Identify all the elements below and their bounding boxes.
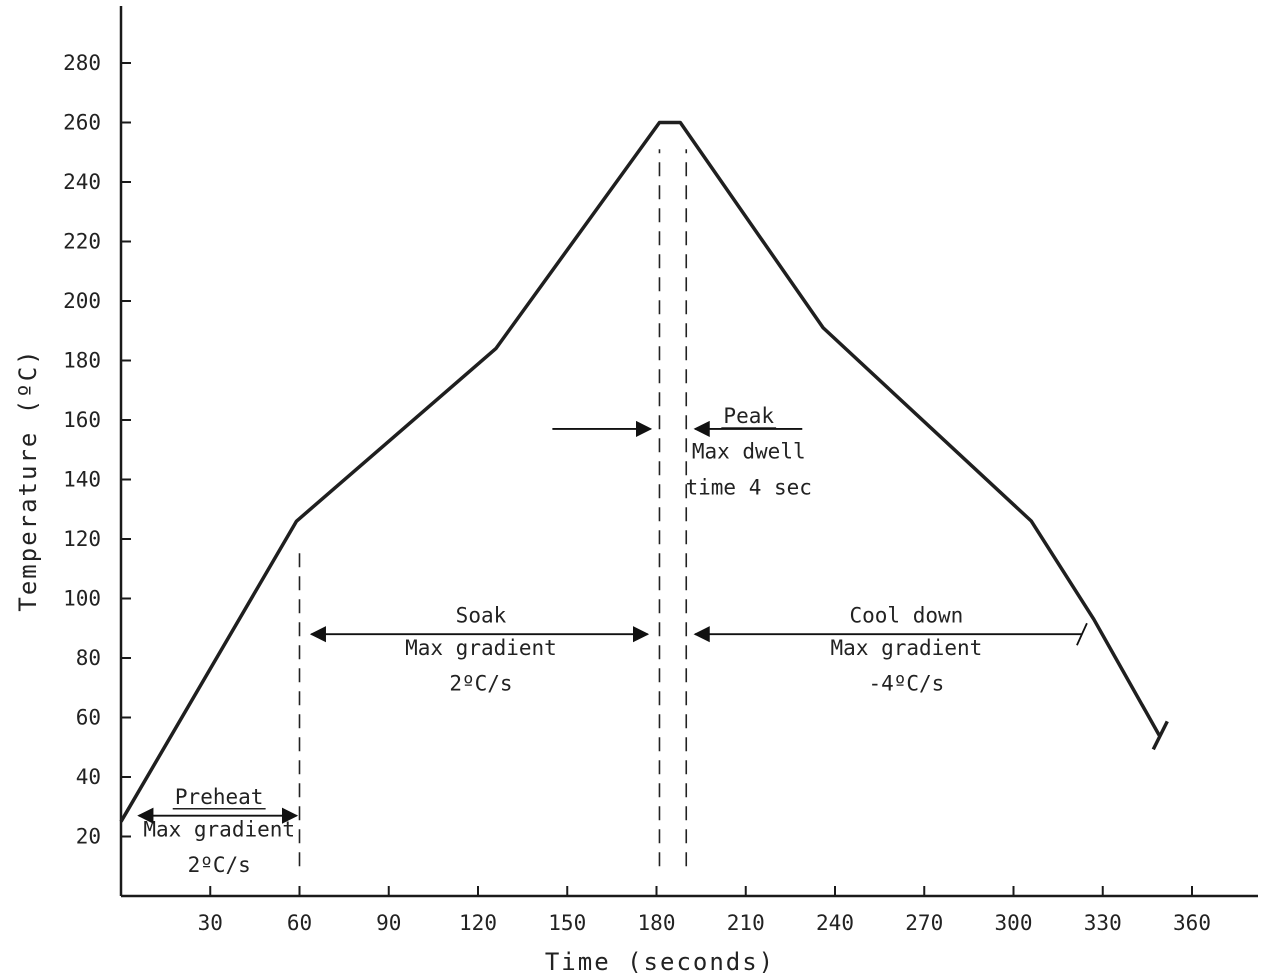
y-tick-label: 100 (63, 587, 101, 611)
annotation-preheat: Preheat Max gradient 2ºC/s (137, 785, 299, 877)
profile-line (119, 120, 1161, 823)
annotation-peak: Peak Max dwell time 4 sec (552, 404, 812, 499)
annotation-soak-line: Soak (456, 603, 507, 627)
profile-end-tick (1151, 720, 1169, 751)
y-tick-label: 140 (63, 468, 101, 492)
y-tick-label: 280 (63, 51, 101, 75)
phase-dividers (298, 149, 688, 867)
axes (119, 6, 1258, 898)
y-tick-label: 220 (63, 230, 101, 254)
x-tick-label: 180 (638, 911, 676, 935)
x-tick-label: 240 (816, 911, 854, 935)
y-tick-label: 120 (63, 527, 101, 551)
annotation-cooldown-line: -4ºC/s (868, 672, 944, 696)
annotation-peak-line: Peak (723, 404, 774, 428)
y-axis-label: Temperature (ºC) (14, 348, 42, 611)
x-tick-label: 90 (376, 911, 401, 935)
temperature-profile (119, 120, 1169, 823)
y-tick-label: 80 (76, 646, 101, 670)
annotation-cooldown-line: Cool down (850, 603, 964, 627)
x-axis-label: Time (seconds) (545, 948, 775, 976)
y-tick-label: 60 (76, 706, 101, 730)
x-tick-label: 120 (459, 911, 497, 935)
x-tick-label: 300 (995, 911, 1033, 935)
annotation-cooldown-line: Max gradient (831, 636, 983, 660)
annotation-preheat-line: Max gradient (143, 818, 295, 842)
y-tick-label: 240 (63, 170, 101, 194)
y-tick-label: 200 (63, 289, 101, 313)
y-tick-label: 40 (76, 765, 101, 789)
y-tick-label: 20 (76, 825, 101, 849)
annotation-arrow-end-bar (1076, 622, 1088, 646)
x-tick-label: 330 (1084, 911, 1122, 935)
x-tick-label: 30 (198, 911, 223, 935)
axis-ticks: 30 60 90 120 150 180 210 240 270 300 330 360 20 40 60 8… (63, 51, 1211, 935)
annotation-cooldown: Cool down Max gradient -4ºC/s (693, 603, 1088, 696)
x-tick-label: 270 (905, 911, 943, 935)
annotation-soak: Soak Max gradient 2ºC/s (309, 603, 650, 696)
annotation-soak-line: Max gradient (405, 636, 557, 660)
x-tick-label: 360 (1173, 911, 1211, 935)
x-tick-label: 150 (548, 911, 586, 935)
annotation-peak-line: Max dwell (692, 440, 806, 464)
y-tick-label: 260 (63, 111, 101, 135)
annotation-soak-line: 2ºC/s (449, 672, 512, 696)
annotation-peak-line: time 4 sec (686, 475, 812, 499)
y-tick-label: 160 (63, 408, 101, 432)
phase-annotations: Preheat Max gradient 2ºC/s Soak Max gradient… (137, 404, 1088, 877)
annotation-preheat-line: Preheat (175, 785, 264, 809)
y-tick-label: 180 (63, 349, 101, 373)
x-tick-label: 60 (287, 911, 312, 935)
annotation-preheat-line: 2ºC/s (188, 853, 251, 877)
x-tick-label: 210 (727, 911, 765, 935)
